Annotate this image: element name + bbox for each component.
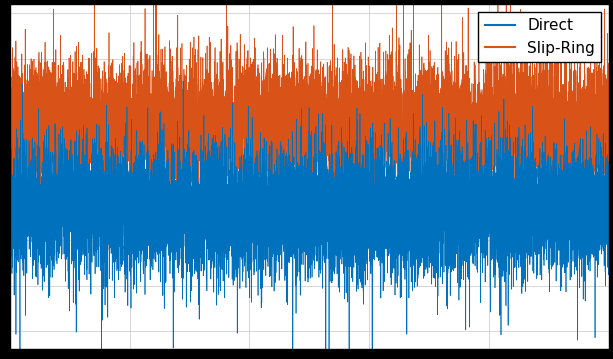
Line: Direct: Direct bbox=[10, 81, 609, 359]
Slip-Ring bbox=[574, 140, 581, 144]
Slip-Ring bbox=[6, 159, 13, 163]
Direct bbox=[605, 186, 612, 191]
Direct bbox=[123, 209, 131, 213]
Direct bbox=[299, 186, 306, 191]
Slip-Ring bbox=[9, 124, 16, 129]
Direct bbox=[6, 191, 13, 195]
Slip-Ring bbox=[299, 137, 306, 141]
Legend: Direct, Slip-Ring: Direct, Slip-Ring bbox=[478, 12, 601, 62]
Slip-Ring bbox=[31, 90, 38, 95]
Slip-Ring bbox=[104, 248, 112, 252]
Direct bbox=[42, 222, 49, 226]
Line: Slip-Ring: Slip-Ring bbox=[10, 0, 609, 250]
Slip-Ring bbox=[605, 92, 612, 96]
Direct bbox=[31, 196, 38, 201]
Slip-Ring bbox=[42, 94, 49, 98]
Slip-Ring bbox=[124, 115, 131, 119]
Direct bbox=[180, 79, 187, 83]
Direct bbox=[574, 156, 581, 160]
Direct bbox=[9, 231, 16, 235]
